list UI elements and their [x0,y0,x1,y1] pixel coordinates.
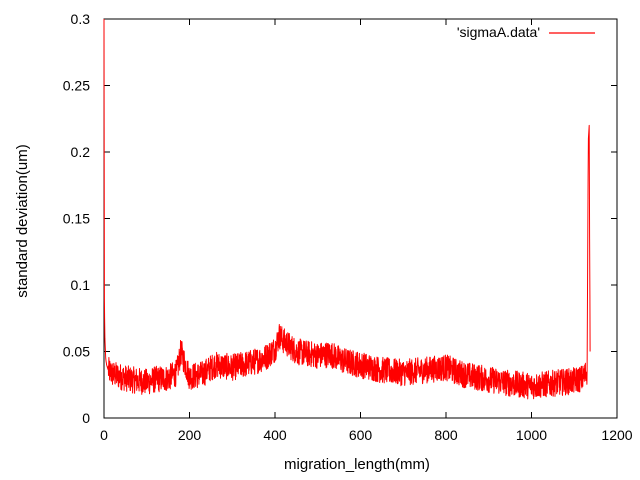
x-tick-label: 0 [100,427,108,443]
legend: 'sigmaA.data' [457,24,595,40]
x-tick-label: 400 [263,427,287,443]
x-tick-label: 600 [349,427,373,443]
legend-label: 'sigmaA.data' [457,24,540,40]
y-tick-label: 0.25 [63,78,90,94]
y-tick-label: 0.15 [63,211,90,227]
y-tick-label: 0.05 [63,344,90,360]
series-layer [103,18,591,400]
series-line [103,18,591,400]
x-tick-label: 1200 [601,427,632,443]
y-axis-ticks: 0 0.05 0.1 0.15 0.2 0.25 0.3 [63,11,617,426]
y-tick-label: 0.2 [71,144,91,160]
x-tick-label: 800 [434,427,458,443]
x-tick-label: 200 [178,427,202,443]
x-axis-ticks: 0 200 400 600 800 1000 1200 [100,19,633,443]
y-tick-label: 0.3 [71,11,91,27]
x-tick-label: 1000 [516,427,547,443]
x-axis-label: migration_length(mm) [284,456,430,473]
y-tick-label: 0 [82,410,90,426]
y-axis-label: standard deviation(um) [14,144,31,297]
y-tick-label: 0.1 [71,277,91,293]
